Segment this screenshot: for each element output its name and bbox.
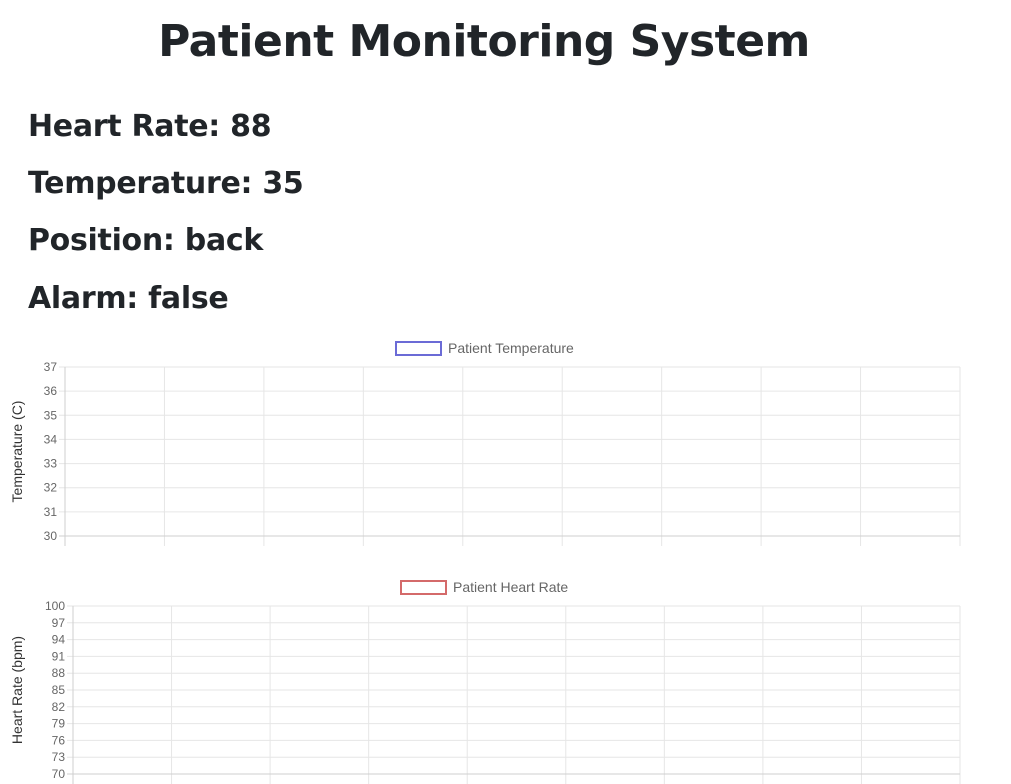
legend-label: Patient Heart Rate	[453, 579, 568, 595]
y-tick-label: 91	[52, 649, 66, 663]
y-tick-label: 97	[52, 616, 66, 630]
heart-rate-label: Heart Rate:	[28, 109, 231, 144]
temperature-readout: Temperature: 35	[28, 165, 304, 203]
y-tick-label: 33	[44, 457, 58, 471]
y-tick-label: 31	[44, 505, 58, 519]
alarm-label: Alarm:	[28, 281, 149, 316]
y-tick-label: 30	[44, 529, 58, 543]
heart-rate-value: 88	[230, 109, 272, 144]
y-tick-label: 94	[52, 633, 66, 647]
heart-rate-readout: Heart Rate: 88	[28, 108, 272, 146]
temperature-value: 35	[262, 166, 304, 201]
y-tick-label: 37	[44, 360, 58, 374]
y-tick-label: 35	[44, 408, 58, 422]
alarm-readout: Alarm: false	[28, 280, 229, 318]
legend-swatch	[400, 580, 447, 595]
y-tick-label: 76	[52, 733, 66, 747]
y-tick-label: 36	[44, 384, 58, 398]
y-tick-label: 82	[52, 700, 66, 714]
y-tick-label: 73	[52, 750, 66, 764]
y-tick-label: 88	[52, 666, 66, 680]
temperature-chart: Patient Temperature 30 31 32 33 34 35 36 37 Tempe…	[9, 340, 961, 546]
temperature-label: Temperature:	[28, 166, 263, 201]
legend-label: Patient Temperature	[448, 340, 574, 356]
y-axis-title: Heart Rate (bpm)	[9, 636, 25, 744]
page-title: Patient Monitoring System	[158, 16, 810, 67]
position-readout: Position: back	[28, 222, 263, 260]
position-label: Position:	[28, 223, 185, 258]
alarm-value: false	[148, 281, 229, 316]
position-value: back	[184, 223, 264, 258]
y-tick-label: 100	[45, 599, 65, 613]
y-tick-label: 32	[44, 481, 58, 495]
heart-rate-chart: Patient Heart Rate 70 73 76 79 82 85 88 91 94 97 10…	[9, 579, 961, 784]
y-tick-label: 79	[52, 717, 66, 731]
y-tick-label: 85	[52, 683, 66, 697]
y-tick-label: 70	[52, 767, 66, 781]
legend-swatch	[395, 341, 442, 356]
y-tick-label: 34	[44, 432, 58, 446]
y-axis-title: Temperature (C)	[9, 401, 25, 503]
